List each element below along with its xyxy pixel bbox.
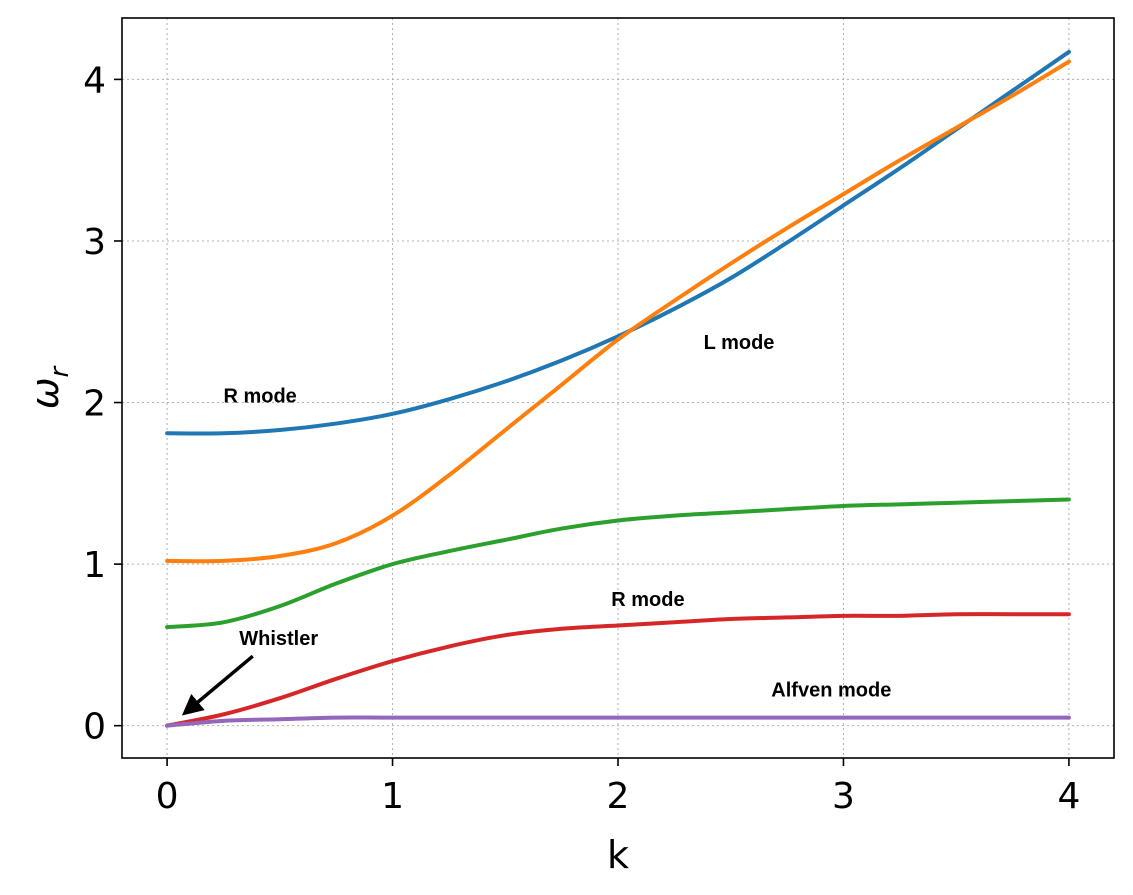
annotation-label: Alfven mode (771, 680, 891, 702)
x-tick-label: 3 (832, 776, 855, 817)
annotation-label: R mode (223, 386, 296, 408)
x-tick-label: 1 (381, 776, 404, 817)
y-axis-label-sub: r (45, 364, 75, 377)
y-axis-label-main: ω (23, 377, 67, 409)
series-line-4 (165, 612, 1071, 728)
y-axis-label-group: ωr (23, 364, 75, 409)
y-tick-label: 3 (83, 222, 106, 263)
y-tick-label: 0 (83, 707, 106, 748)
y-tick-label: 4 (83, 60, 106, 101)
whistler-arrow (181, 654, 254, 716)
y-tick-label: 1 (83, 545, 106, 586)
x-tick-label: 4 (1057, 776, 1080, 817)
x-tick-label: 2 (607, 776, 630, 817)
annotation-label: L mode (704, 332, 775, 354)
axis-ticks: 0 1 2 3 4 0 1 2 3 4 (83, 60, 1080, 817)
series-line-2 (165, 59, 1071, 564)
series-lines (165, 49, 1071, 728)
annotation-label: Whistler (239, 628, 318, 650)
y-axis-label: ωr (23, 364, 75, 409)
grid (122, 18, 1114, 758)
x-tick-label: 0 (156, 776, 179, 817)
y-tick-label: 2 (83, 384, 106, 425)
series-line-5 (165, 715, 1071, 728)
series-line-3 (165, 497, 1071, 630)
annotation-label: R mode (611, 589, 684, 611)
x-axis-label: k (607, 833, 629, 877)
annotations: R mode L mode R mode Whistler Alfven mode (181, 332, 891, 716)
